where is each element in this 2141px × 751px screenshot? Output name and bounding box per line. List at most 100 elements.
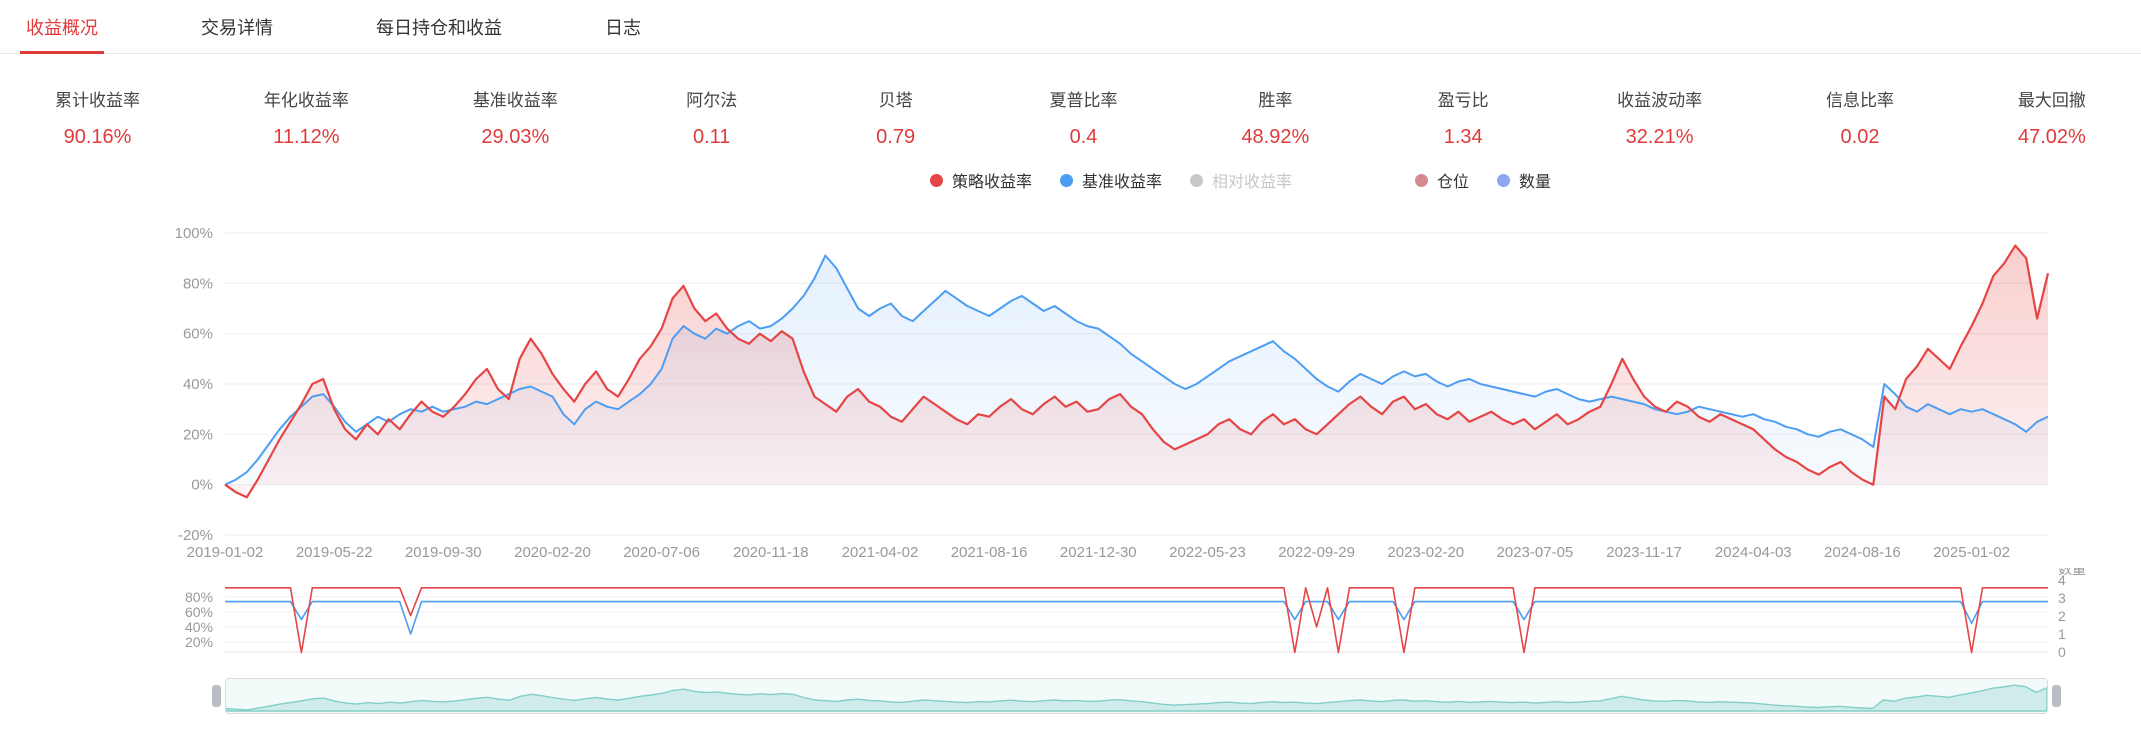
main-x-axis-tick: 2021-12-30 xyxy=(1060,544,1137,561)
legend-benchmark-return[interactable]: 基准收益率 xyxy=(1060,168,1162,192)
legend-quantity-dot-icon xyxy=(1497,173,1511,187)
quantity-axis-tick: 2 xyxy=(2058,608,2066,624)
metrics-row: 累计收益率 90.16% 年化收益率 11.12% 基准收益率 29.03% 阿尔法 0.11… xyxy=(0,86,2141,149)
main-y-axis-tick: 0% xyxy=(191,477,213,494)
datazoom-area xyxy=(226,684,2047,712)
quantity-axis-tick: 3 xyxy=(2058,590,2066,606)
legend-quantity[interactable]: 数量 xyxy=(1497,168,1551,192)
main-x-axis-tick: 2019-01-02 xyxy=(187,544,264,561)
main-y-axis-tick: 40% xyxy=(183,376,213,393)
main-x-axis-tick: 2023-11-17 xyxy=(1606,544,1682,561)
main-x-axis-tick: 2021-08-16 xyxy=(951,544,1028,561)
legend-quantity-label: 数量 xyxy=(1519,174,1552,191)
tab-trade-detail[interactable]: 交易详情 xyxy=(201,17,273,38)
main-x-axis-tick: 2025-01-02 xyxy=(1933,544,2010,561)
stat-value-max-drawdown: 47.02% xyxy=(2017,126,2086,148)
legend-benchmark-return-dot-icon xyxy=(1060,173,1074,187)
stat-label-annualized-return: 年化收益率 xyxy=(263,91,349,110)
stat-label-return-volatility: 收益波动率 xyxy=(1617,91,1703,110)
legend-relative-return[interactable]: 相对收益率 xyxy=(1190,168,1292,192)
main-x-axis-tick: 2024-04-03 xyxy=(1715,544,1792,561)
stat-return-volatility: 收益波动率 32.21% xyxy=(1617,86,1702,149)
datazoom-left-handle[interactable] xyxy=(212,685,221,707)
main-x-axis-tick: 2024-08-16 xyxy=(1824,544,1901,561)
stat-value-benchmark-return: 29.03% xyxy=(481,126,550,148)
stat-value-cumulative-return: 90.16% xyxy=(63,126,132,148)
main-y-axis-tick: -20% xyxy=(178,527,213,544)
stat-max-drawdown: 最大回撤 47.02% xyxy=(2018,86,2086,149)
tab-log[interactable]: 日志 xyxy=(605,17,641,38)
legend-relative-return-label: 相对收益率 xyxy=(1212,174,1293,191)
stat-label-profit-loss-ratio: 盈亏比 xyxy=(1437,91,1489,110)
stat-sharpe-ratio: 夏普比率 0.4 xyxy=(1050,86,1118,149)
stat-value-win-rate: 48.92% xyxy=(1241,126,1310,148)
datazoom-right-handle[interactable] xyxy=(2052,685,2061,707)
stat-information-ratio: 信息比率 0.02 xyxy=(1826,86,1894,149)
stat-value-information-ratio: 0.02 xyxy=(1840,126,1880,148)
stat-value-alpha: 0.11 xyxy=(692,126,731,148)
quantity-axis-tick: 0 xyxy=(2058,644,2066,660)
main-x-axis-tick: 2019-05-22 xyxy=(296,544,373,561)
legend-strategy-return-dot-icon xyxy=(930,173,943,187)
strategy-return-area xyxy=(225,245,2048,498)
main-x-axis-tick: 2023-02-20 xyxy=(1387,544,1464,561)
main-y-axis-tick: 60% xyxy=(183,326,213,343)
stat-label-benchmark-return: 基准收益率 xyxy=(472,91,558,110)
legend-position[interactable]: 仓位 xyxy=(1415,168,1469,192)
position-y-axis-tick: 80% xyxy=(185,589,213,605)
stat-value-return-volatility: 32.21% xyxy=(1625,126,1694,148)
position-y-axis-tick: 40% xyxy=(185,619,213,635)
stat-label-sharpe-ratio: 夏普比率 xyxy=(1049,91,1118,110)
stat-label-max-drawdown: 最大回撤 xyxy=(2017,91,2086,110)
tab-daily-position[interactable]: 每日持仓和收益 xyxy=(376,17,502,38)
stat-label-alpha: 阿尔法 xyxy=(686,91,738,110)
legend-relative-return-dot-icon xyxy=(1190,173,1204,187)
tab-overview[interactable]: 收益概况 xyxy=(20,0,104,54)
main-x-axis-tick: 2020-11-18 xyxy=(733,544,809,561)
main-x-axis-tick: 2019-09-30 xyxy=(405,544,482,561)
stat-annualized-return: 年化收益率 11.12% xyxy=(264,86,349,149)
quantity-axis-tick: 4 xyxy=(2058,572,2066,588)
datazoom-mini-chart xyxy=(226,684,2047,712)
position-y-axis-tick: 60% xyxy=(185,604,213,620)
stat-benchmark-return: 基准收益率 29.03% xyxy=(473,86,558,149)
legend-strategy-return-label: 策略收益率 xyxy=(952,174,1033,191)
main-x-axis-tick: 2022-05-23 xyxy=(1169,544,1246,561)
main-x-axis-tick: 2020-02-20 xyxy=(514,544,591,561)
quantity-axis-tick: 1 xyxy=(2058,626,2066,642)
position-legend-group: 仓位 数量 xyxy=(1415,168,1551,192)
main-x-axis-tick: 2022-09-29 xyxy=(1278,544,1355,561)
stat-value-sharpe-ratio: 0.4 xyxy=(1069,126,1098,148)
legend-row: 策略收益率 基准收益率 相对收益率 仓位 数量 xyxy=(0,168,2141,192)
position-line xyxy=(225,586,2048,654)
quantity-line xyxy=(225,600,2048,635)
legend-position-label: 仓位 xyxy=(1437,174,1470,191)
quantity-axis-label: 数量 xyxy=(2058,568,2086,577)
returns-legend-group: 策略收益率 基准收益率 相对收益率 xyxy=(930,168,1292,192)
stat-label-cumulative-return: 累计收益率 xyxy=(55,91,140,110)
stat-alpha: 阿尔法 0.11 xyxy=(682,86,742,149)
legend-benchmark-return-label: 基准收益率 xyxy=(1082,174,1163,191)
main-returns-chart: 100% 80% 60% 40% 20% 0% -20%2019-01-02 2019-05-… xyxy=(175,225,2050,561)
stat-value-beta: 0.79 xyxy=(876,126,916,148)
tab-bar: 收益概况 交易详情 每日持仓和收益 日志 xyxy=(0,0,2141,54)
main-x-axis-tick: 2023-07-05 xyxy=(1497,544,1574,561)
main-y-axis-tick: 80% xyxy=(183,275,213,292)
stat-label-win-rate: 胜率 xyxy=(1258,91,1293,110)
position-y-axis-tick: 20% xyxy=(185,634,213,650)
datazoom-slider[interactable] xyxy=(212,678,2061,714)
main-x-axis-tick: 2020-07-06 xyxy=(623,544,700,561)
stat-value-profit-loss-ratio: 1.34 xyxy=(1443,126,1483,148)
main-x-axis-tick: 2021-04-02 xyxy=(842,544,919,561)
stat-value-annualized-return: 11.12% xyxy=(273,126,340,148)
benchmark-return-line xyxy=(224,254,2049,486)
legend-strategy-return[interactable]: 策略收益率 xyxy=(930,168,1032,192)
stat-label-beta: 贝塔 xyxy=(878,91,913,110)
legend-position-dot-icon xyxy=(1415,173,1428,187)
strategy-return-line xyxy=(224,244,2050,499)
stat-cumulative-return: 累计收益率 90.16% xyxy=(55,86,140,149)
stat-profit-loss-ratio: 盈亏比 1.34 xyxy=(1433,86,1493,149)
main-y-axis-tick: 100% xyxy=(175,225,213,242)
stat-win-rate: 胜率 48.92% xyxy=(1241,86,1309,149)
